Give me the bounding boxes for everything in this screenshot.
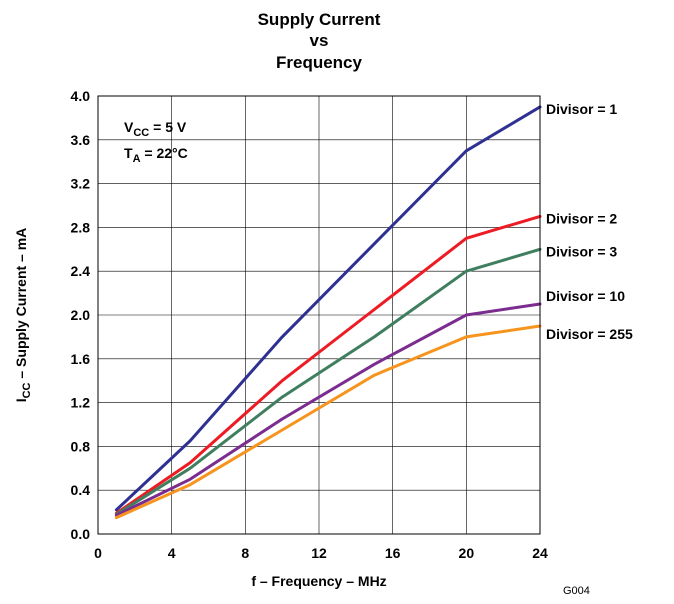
series-label: Divisor = 255 bbox=[546, 326, 633, 342]
condition-vcc: VCC = 5 V bbox=[124, 119, 187, 139]
x-tick-label: 20 bbox=[459, 545, 475, 561]
y-tick-label: 2.4 bbox=[71, 263, 91, 279]
x-tick-labels: 0 4 8 12 16 20 24 bbox=[94, 545, 548, 561]
series-line bbox=[114, 247, 542, 516]
y-tick-label: 4.0 bbox=[71, 88, 91, 104]
test-conditions: VCC = 5 V TA = 22°C bbox=[124, 119, 188, 165]
series-label: Divisor = 1 bbox=[546, 101, 617, 117]
chart-title: Supply Current vs Frequency bbox=[258, 10, 381, 72]
y-tick-label: 3.6 bbox=[71, 132, 91, 148]
x-axis-label: f – Frequency – MHz bbox=[251, 573, 386, 589]
y-tick-labels: 0.0 0.4 0.8 1.2 1.6 2.0 2.4 2.8 3.2 3.6 4.0 bbox=[71, 88, 91, 542]
y-tick-label: 1.2 bbox=[71, 395, 91, 411]
plot-frame bbox=[97, 95, 541, 535]
y-tick-label: 3.2 bbox=[71, 176, 91, 192]
x-tick-label: 16 bbox=[385, 545, 401, 561]
x-tick-label: 8 bbox=[241, 545, 249, 561]
chart-title-line-3: Frequency bbox=[276, 53, 363, 72]
y-tick-label: 0.0 bbox=[71, 526, 91, 542]
x-tick-label: 12 bbox=[311, 545, 327, 561]
series-label: Divisor = 2 bbox=[546, 210, 617, 226]
series-label: Divisor = 3 bbox=[546, 243, 617, 259]
series-labels: Divisor = 1 Divisor = 2 Divisor = 3 Divisor… bbox=[546, 101, 633, 342]
series-line bbox=[114, 105, 542, 512]
series-label: Divisor = 10 bbox=[546, 288, 625, 304]
series-lines bbox=[114, 105, 542, 520]
y-tick-label: 2.8 bbox=[71, 219, 91, 235]
series-line bbox=[114, 324, 542, 520]
x-tick-label: 24 bbox=[532, 545, 548, 561]
y-tick-label: 0.8 bbox=[71, 438, 91, 454]
y-axis-label: ICC – Supply Current – mA bbox=[13, 228, 33, 403]
figure-code: G004 bbox=[563, 585, 590, 597]
series-line bbox=[114, 214, 542, 515]
condition-ta: TA = 22°C bbox=[124, 145, 188, 165]
y-tick-label: 0.4 bbox=[71, 482, 91, 498]
y-tick-label: 1.6 bbox=[71, 351, 91, 367]
chart-title-line-1: Supply Current bbox=[258, 10, 381, 29]
x-tick-label: 4 bbox=[168, 545, 176, 561]
x-tick-label: 0 bbox=[94, 545, 102, 561]
series-line bbox=[114, 302, 542, 517]
y-tick-label: 2.0 bbox=[71, 307, 91, 323]
chart-title-line-2: vs bbox=[310, 31, 329, 50]
